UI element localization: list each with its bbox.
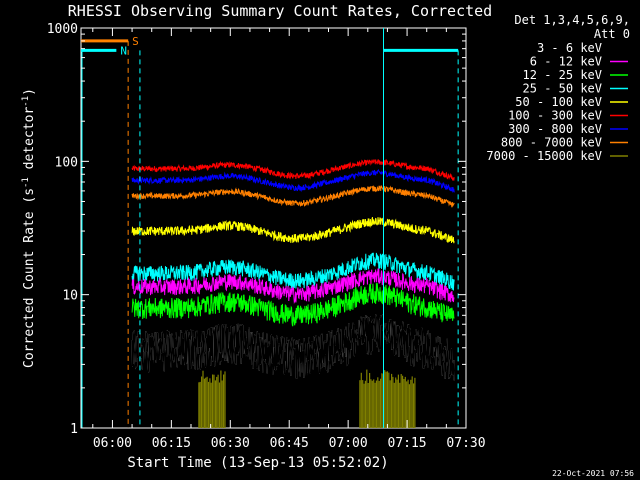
legend-label-3-6-kev: 3 - 6 keV: [537, 41, 602, 55]
series-line-300-800-kev: [131, 168, 455, 194]
legend-label-6-12-kev: 6 - 12 keV: [530, 55, 602, 69]
y-tick-label: 1: [70, 422, 78, 437]
marker-label-n: N: [120, 44, 127, 57]
legend-label-300-800-kev: 300 - 800 keV: [508, 122, 602, 136]
legend-label-7000-15000-kev: 7000 - 15000 keV: [486, 149, 602, 163]
x-axis-label: Start Time (13-Sep-13 05:52:02): [127, 455, 388, 471]
series-line-3-6-kev: [131, 314, 455, 381]
series-line-50-100-kev: [131, 216, 455, 244]
x-tick-label: 06:30: [211, 436, 250, 451]
x-tick-label: 07:15: [388, 436, 427, 451]
y-axis-label: Corrected Count Rate (s-1 detector-1): [21, 88, 37, 368]
legend-header-attenuator: Att 0: [594, 27, 630, 41]
legend-label-800-7000-kev: 800 - 7000 keV: [501, 136, 602, 150]
legend-label-100-300-kev: 100 - 300 keV: [508, 109, 602, 123]
y-tick-label: 1000: [47, 22, 78, 37]
plot-frame: [80, 27, 467, 429]
legend-label-12-25-kev: 12 - 25 keV: [523, 68, 602, 82]
series-line-800-7000-kev: [131, 185, 455, 208]
series-line-6-12-kev: [131, 268, 455, 304]
data-layer: [131, 158, 455, 428]
axis-layer: 06:00 06:15 06:30 06:45 07:00 07:15 07:30 1 10 10…: [47, 22, 486, 451]
series-line-100-300-kev: [131, 158, 455, 182]
y-tick-label: 100: [55, 155, 78, 170]
legend-header-detectors: Det 1,3,4,5,6,9,: [514, 13, 630, 27]
footer-date: 22-Oct-2021 07:56: [552, 469, 634, 478]
legend-label-50-100-kev: 50 - 100 keV: [515, 95, 602, 109]
series-line-12-25-kev: [131, 283, 455, 327]
x-tick-label: 07:00: [329, 436, 368, 451]
legend-label-25-50-kev: 25 - 50 keV: [523, 82, 602, 96]
marker-label-s: S: [132, 35, 139, 48]
x-tick-label: 06:45: [270, 436, 309, 451]
x-tick-label: 06:00: [93, 436, 132, 451]
x-tick-label: 06:15: [152, 436, 191, 451]
y-tick-label: 10: [62, 289, 78, 304]
x-tick-label: 07:30: [446, 436, 485, 451]
chart-title: RHESSI Observing Summary Count Rates, Co…: [68, 2, 492, 20]
marker-layer: SN: [81, 28, 459, 428]
